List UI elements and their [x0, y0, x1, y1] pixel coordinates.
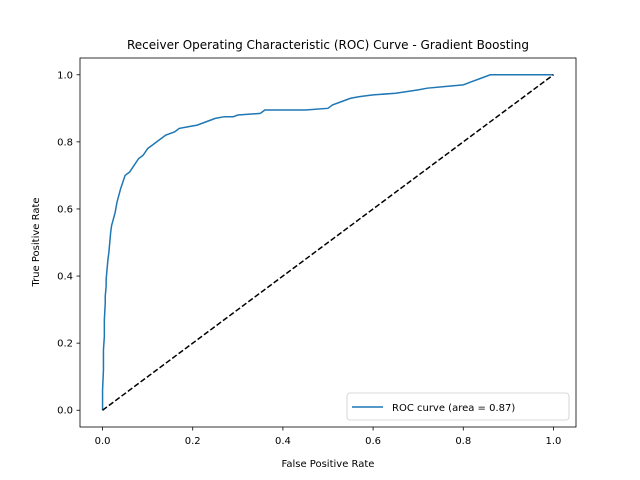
chart-title: Receiver Operating Characteristic (ROC) …	[127, 38, 529, 52]
legend-box	[346, 392, 570, 421]
x-tick-label: 0.0	[95, 436, 111, 447]
x-tick-label: 1.0	[546, 436, 562, 447]
y-tick-label: 0.6	[57, 204, 73, 215]
y-ticks: 0.0 0.2 0.4 0.6 0.8 1.0	[57, 70, 80, 417]
x-tick-label: 0.6	[365, 436, 381, 447]
x-tick-label: 0.2	[185, 436, 201, 447]
y-tick-label: 0.0	[57, 406, 73, 417]
y-tick-label: 0.2	[57, 339, 73, 350]
y-axis-label: True Positive Rate	[31, 197, 42, 287]
legend-label-roc: ROC curve (area = 0.87)	[392, 403, 515, 414]
x-axis-label: False Positive Rate	[282, 459, 375, 470]
plot-frame	[79, 57, 577, 428]
x-tick-label: 0.8	[455, 436, 471, 447]
y-tick-label: 0.8	[57, 137, 73, 148]
y-tick-label: 1.0	[57, 70, 73, 81]
series-layer	[101, 74, 554, 411]
roc-curve-line	[101, 74, 554, 411]
legend: ROC curve (area = 0.87)	[346, 392, 570, 421]
x-tick-label: 0.4	[275, 436, 291, 447]
chance-diagonal-line	[102, 74, 554, 411]
x-ticks: 0.0 0.2 0.4 0.6 0.8 1.0	[95, 427, 562, 447]
y-tick-label: 0.4	[57, 272, 73, 283]
